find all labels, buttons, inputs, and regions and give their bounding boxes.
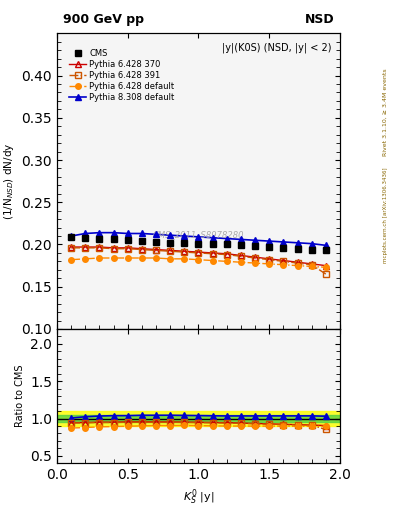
Text: NSD: NSD bbox=[305, 13, 334, 26]
Y-axis label: Ratio to CMS: Ratio to CMS bbox=[15, 365, 25, 428]
Bar bbox=[57, 411, 340, 426]
Text: mcplots.cern.ch [arXiv:1306.3436]: mcplots.cern.ch [arXiv:1306.3436] bbox=[383, 167, 388, 263]
Text: Rivet 3.1.10, ≥ 3.4M events: Rivet 3.1.10, ≥ 3.4M events bbox=[383, 69, 388, 157]
Legend: CMS, Pythia 6.428 370, Pythia 6.428 391, Pythia 6.428 default, Pythia 8.308 defa: CMS, Pythia 6.428 370, Pythia 6.428 391,… bbox=[67, 46, 177, 104]
Text: 900 GeV pp: 900 GeV pp bbox=[62, 13, 144, 26]
Text: |y|(K0S) (NSD, |y| < 2): |y|(K0S) (NSD, |y| < 2) bbox=[222, 42, 331, 53]
X-axis label: $K^0_S$ |y|: $K^0_S$ |y| bbox=[183, 488, 214, 507]
Y-axis label: (1/N$_{NSD}$) dN/dy: (1/N$_{NSD}$) dN/dy bbox=[2, 142, 16, 220]
Text: CMS_2011_S8978280: CMS_2011_S8978280 bbox=[153, 230, 244, 239]
Bar bbox=[57, 415, 340, 422]
